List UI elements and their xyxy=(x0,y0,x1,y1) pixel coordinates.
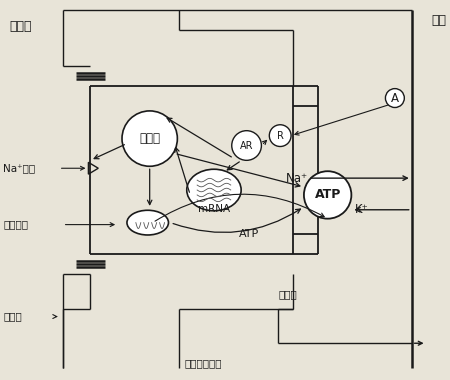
Polygon shape xyxy=(88,162,98,174)
Text: mRNA: mRNA xyxy=(198,204,230,214)
Text: 小管液: 小管液 xyxy=(9,20,32,33)
Text: Na⁺: Na⁺ xyxy=(286,172,308,185)
Circle shape xyxy=(304,171,351,218)
Ellipse shape xyxy=(187,169,241,211)
Text: 蛋白质: 蛋白质 xyxy=(139,132,160,145)
Text: 基侧膜: 基侧膜 xyxy=(278,289,297,299)
Text: K⁺: K⁺ xyxy=(356,203,369,216)
Circle shape xyxy=(269,125,291,147)
Ellipse shape xyxy=(127,210,168,235)
Circle shape xyxy=(122,111,177,166)
Text: 线粒体酶: 线粒体酶 xyxy=(3,220,28,230)
Text: 毛细血管基膜: 毛细血管基膜 xyxy=(184,358,222,368)
Text: AR: AR xyxy=(240,141,253,150)
Text: ATP: ATP xyxy=(315,188,341,201)
Text: R: R xyxy=(277,131,284,141)
Text: A: A xyxy=(391,92,399,105)
Text: ATP: ATP xyxy=(238,230,259,239)
Text: Na⁺通道: Na⁺通道 xyxy=(3,163,36,173)
Text: 管腔膜: 管腔膜 xyxy=(3,312,22,321)
Circle shape xyxy=(232,131,261,160)
Text: 血液: 血液 xyxy=(432,14,446,27)
